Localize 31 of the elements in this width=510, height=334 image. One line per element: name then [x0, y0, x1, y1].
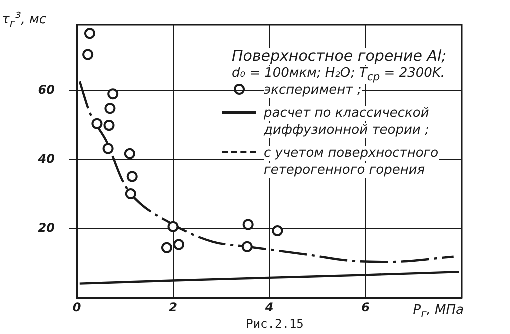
point: [272, 225, 284, 236]
text: Поверхностное горение Al;: [232, 47, 447, 65]
x-tick-label: 0: [72, 300, 82, 314]
point: [168, 221, 179, 232]
x-tick-label: 4: [264, 300, 274, 314]
legend-label: расчет по классической диффузионной теории ;: [264, 106, 430, 138]
point: [104, 103, 116, 114]
point: [102, 143, 114, 154]
point: [124, 148, 136, 160]
point: [108, 88, 119, 100]
point: [104, 120, 115, 132]
text: d₀ = 100мкм; H₂O; T$_{ср}$ = 2300K.: [232, 66, 446, 84]
y-tick-label: 60: [38, 82, 55, 97]
legend-label: с учетом поверхностного гетерогенного горения: [264, 146, 439, 178]
x-axis-title: P$_{г}$, МПа: [413, 303, 464, 321]
point: [242, 219, 254, 230]
x-tick-label: 6: [362, 300, 370, 314]
point: [82, 49, 94, 60]
text: Рис.2.15: [246, 317, 304, 331]
x-tick-label: 2: [169, 300, 178, 314]
point: [126, 171, 138, 182]
y-tick-label: 20: [38, 221, 55, 236]
legend-label: эксперимент ;: [264, 83, 362, 98]
point: [161, 242, 172, 254]
y-axis-title: τ$_{г}$$^{з}$, мс: [2, 8, 47, 30]
point: [125, 188, 136, 200]
point: [174, 239, 185, 250]
y-tick-label: 40: [37, 152, 55, 166]
point: [84, 28, 96, 40]
point: [242, 241, 253, 252]
point: [92, 118, 103, 130]
